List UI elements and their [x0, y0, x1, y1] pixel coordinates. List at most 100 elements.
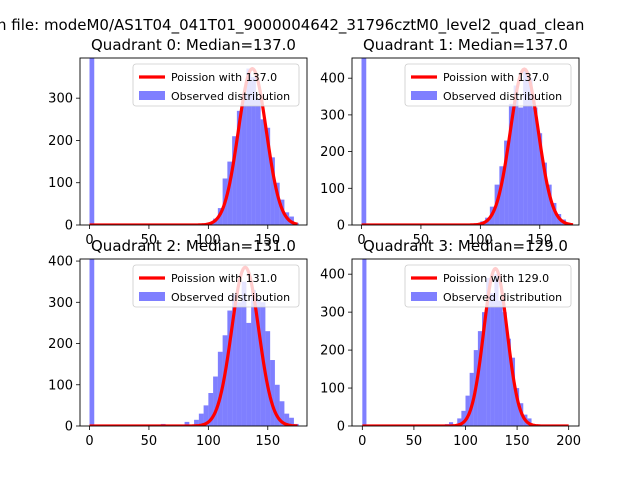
q2-y-tick-label: 200 — [48, 337, 73, 352]
q1-hist-bar — [523, 70, 528, 225]
q3-hist-bar — [482, 312, 487, 426]
q1-hist-bar — [508, 103, 514, 225]
q2-y-tick-label: 300 — [48, 296, 73, 311]
q1-x-tick-label: 150 — [527, 233, 552, 248]
q1-hist-bar — [499, 166, 505, 225]
q3-hist-bar — [510, 357, 516, 426]
q2-hist-bar — [227, 310, 233, 426]
q0-x-tick-label: 150 — [255, 233, 280, 248]
q1-legend-fit-label: Poission with 137.0 — [443, 71, 549, 84]
q3-hist-bar — [457, 418, 462, 426]
q2-plot-area — [89, 259, 299, 426]
q2-hist-bar — [251, 289, 256, 426]
q2-hist-bar — [217, 351, 223, 426]
subplot-1: 0 50 100 150 0 100 200 300 400 Poission with 137.… — [320, 36, 580, 248]
q1-y-tick-label: 400 — [320, 72, 345, 87]
q1-axes-frame — [351, 57, 580, 226]
q0-title: Quadrant 0: Median=137.0 — [91, 36, 296, 54]
q1-hist-bar — [361, 58, 367, 225]
q3-title: Quadrant 3: Median=129.0 — [363, 237, 568, 255]
q0-hist-bar — [260, 119, 266, 225]
q2-hist-bar — [184, 421, 190, 426]
q3-y-tick-label: 200 — [320, 344, 345, 359]
q2-hist-bar — [89, 259, 95, 426]
q1-y-tick-label: 100 — [320, 182, 345, 197]
q3-hist-bar — [448, 422, 454, 426]
q2-hist-bar — [208, 393, 214, 426]
q1-hist-bar — [546, 184, 552, 225]
q3-x-tick-label: 0 — [358, 434, 366, 449]
q2-hist-bar — [198, 413, 204, 426]
q2-x-tick-label: 100 — [196, 434, 221, 449]
q3-y-tick-label: 0 — [337, 420, 345, 435]
q3-hist-bar — [502, 312, 507, 426]
q1-x-tick-label: 0 — [357, 233, 365, 248]
q3-hist-bar — [490, 293, 495, 426]
q0-hist-bar — [232, 136, 237, 225]
q0-x-tick-label: 0 — [85, 233, 93, 248]
q1-hist-bar — [513, 85, 519, 225]
subplot-2: 0 50 100 150 0 100 200 300 400 Poission with 131.… — [48, 237, 308, 449]
q2-hist-bar — [213, 376, 218, 426]
q0-x-tick-label: 50 — [141, 233, 158, 248]
q0-legend-fit-label: Poission with 137.0 — [171, 71, 277, 84]
q3-plot-area — [361, 259, 570, 426]
q2-hist-bar — [232, 294, 237, 426]
q0-hist-bar — [241, 93, 247, 225]
q0-y-tick-label: 0 — [65, 219, 73, 234]
q3-hist-bar — [486, 277, 491, 426]
q1-y-tick-label: 300 — [320, 108, 345, 123]
q0-hist-bar — [270, 157, 275, 225]
q1-x-tick-label: 50 — [413, 233, 430, 248]
q1-hist-bar — [518, 107, 524, 225]
q3-hist-bar — [465, 395, 470, 426]
q0-hist-bar — [265, 127, 271, 225]
q3-legend-hist-label: Observed distribution — [443, 291, 562, 304]
q0-legend-box — [132, 63, 300, 107]
q1-y-tick-label: 200 — [320, 145, 345, 160]
q2-hist-bar — [255, 298, 261, 426]
q3-legend-fit-label: Poission with 129.0 — [443, 272, 549, 285]
q2-hist-bar — [284, 413, 290, 426]
q0-y-tick-label: 300 — [48, 92, 73, 107]
q3-x-tick-label: 50 — [406, 434, 423, 449]
q1-x-tick-label: 100 — [468, 233, 493, 248]
q3-x-tick-label: 150 — [505, 434, 530, 449]
q0-x-tick-label: 100 — [196, 233, 221, 248]
q2-hist-bar — [270, 360, 275, 426]
q3-hist-bar — [515, 388, 520, 426]
q1-hist-bar — [551, 202, 557, 225]
q0-legend-hist-label: Observed distribution — [171, 90, 290, 103]
q2-hist-bar — [194, 419, 199, 426]
q3-hist-bar — [494, 274, 499, 426]
q2-x-tick-label: 0 — [85, 434, 93, 449]
q2-hist-bar — [241, 281, 247, 426]
q2-x-tick-label: 50 — [141, 434, 158, 449]
q1-title: Quadrant 1: Median=137.0 — [363, 36, 568, 54]
q2-hist-bar — [274, 384, 280, 426]
q3-poisson-fit-line — [361, 266, 570, 426]
q0-hist-bar — [251, 77, 256, 225]
q3-y-tick-label: 400 — [320, 268, 345, 283]
q2-title: Quadrant 2: Median=131.0 — [91, 237, 296, 255]
q0-hist-bar — [246, 68, 252, 225]
q2-hist-bar — [279, 401, 285, 426]
q1-hist-bar — [504, 140, 509, 225]
q0-hist-bar — [227, 161, 233, 225]
q2-y-tick-label: 100 — [48, 378, 73, 393]
q3-x-tick-label: 200 — [556, 434, 581, 449]
q0-hist-bar — [236, 110, 242, 225]
subplot-0: 0 50 100 150 0 100 200 300 Poission with 137.0 Ob… — [48, 36, 308, 248]
q0-legend-hist-swatch — [139, 91, 165, 100]
q3-hist-bar — [469, 372, 474, 426]
q2-legend-fit-label: Poission with 131.0 — [171, 272, 277, 285]
q3-hist-bar — [461, 410, 466, 426]
q1-y-tick-label: 0 — [337, 219, 345, 234]
q3-legend-hist-swatch — [411, 292, 437, 301]
q1-legend-hist-swatch — [411, 91, 437, 100]
q2-hist-bar — [203, 405, 209, 426]
q3-hist-bar — [477, 331, 483, 426]
q2-x-tick-label: 150 — [255, 434, 280, 449]
